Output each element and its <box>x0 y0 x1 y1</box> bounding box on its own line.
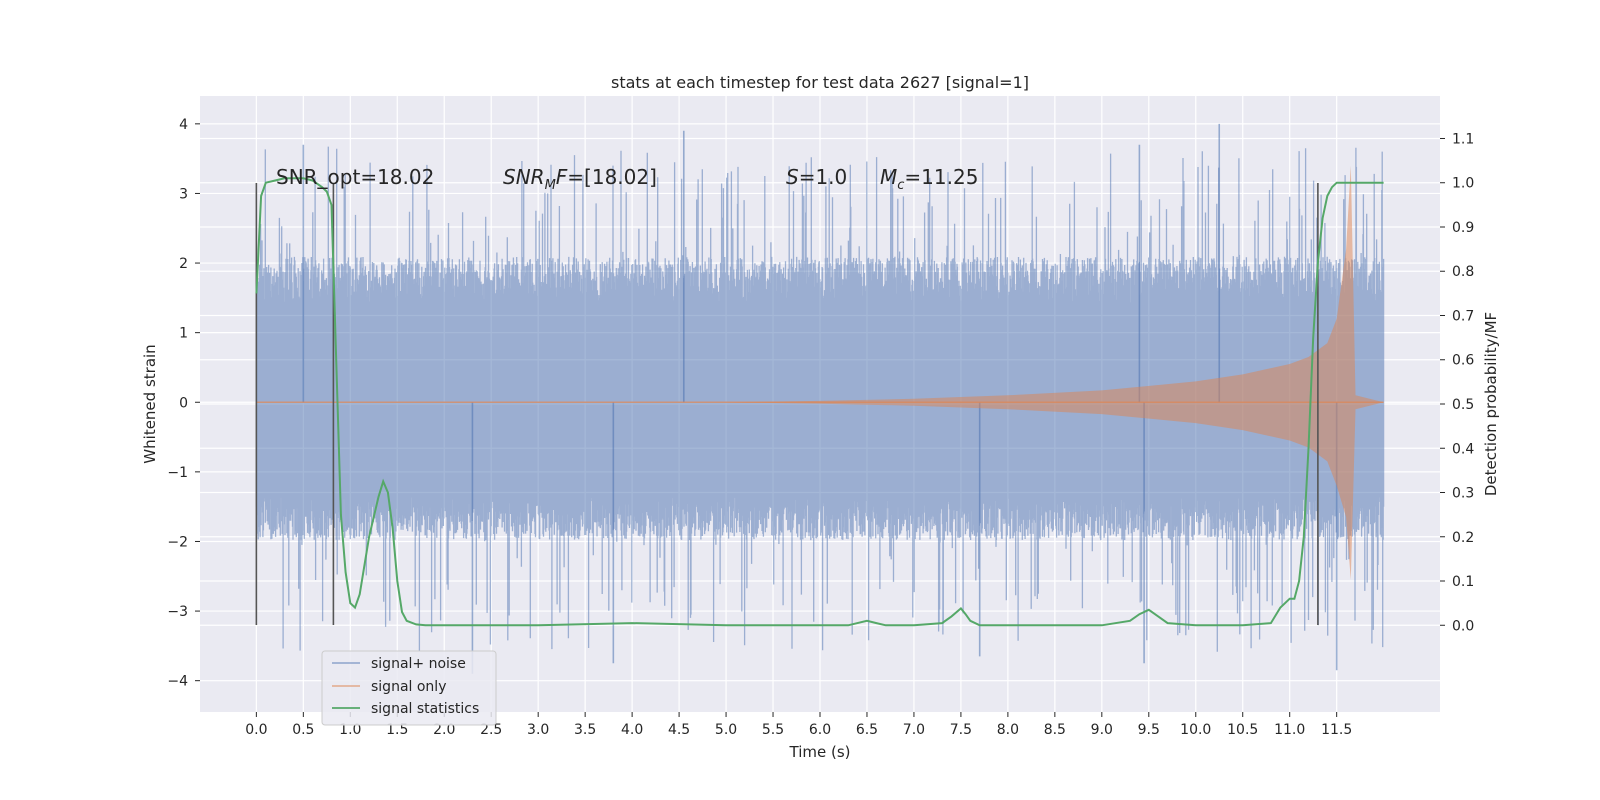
legend-label-signal-noise: signal+ noise <box>371 656 466 672</box>
annotations: SNR_opt=18.02 SNRMF=[18.02] S=1.0 Mc=11.… <box>276 165 978 193</box>
x-tick-label: 2.0 <box>433 722 455 738</box>
x-tick-label: 4.0 <box>621 722 643 738</box>
x-tick-label: 11.0 <box>1274 722 1305 738</box>
y-axis-label: Whitened strain <box>141 344 159 463</box>
y2-tick-label: 0.7 <box>1452 308 1474 324</box>
x-tick-label: 6.0 <box>809 722 831 738</box>
x-tick-label: 9.5 <box>1138 722 1160 738</box>
x-tick-label: 3.5 <box>574 722 596 738</box>
x-tick-label: 0.0 <box>245 722 267 738</box>
x-tick-label: 8.0 <box>997 722 1019 738</box>
series-signal-only <box>256 165 1384 580</box>
y2-axis-label: Detection probability/MF <box>1482 312 1500 496</box>
annotation-snr-mf: SNRMF=[18.02] <box>503 165 657 193</box>
x-tick-label: 4.5 <box>668 722 690 738</box>
x-tick-label: 6.5 <box>856 722 878 738</box>
y-tick-label: 0 <box>179 395 188 411</box>
y-axis-ticks: −4 −3 −2 −1 0 1 2 3 4 <box>167 117 200 690</box>
y2-axis-ticks: 0.0 0.1 0.2 0.3 0.4 0.5 0.6 0.7 0.8 0.9 1.0 1.1 <box>1440 131 1474 634</box>
x-tick-label: 10.0 <box>1180 722 1211 738</box>
legend: signal+ noise signal only signal statist… <box>321 650 497 726</box>
x-tick-label: 9.0 <box>1091 722 1113 738</box>
y2-tick-label: 0.9 <box>1452 220 1474 236</box>
y-tick-label: −2 <box>167 534 188 550</box>
y-tick-label: 4 <box>179 117 188 133</box>
legend-box <box>321 650 497 726</box>
y2-tick-label: 0.3 <box>1452 486 1474 502</box>
y2-tick-label: 0.8 <box>1452 264 1474 280</box>
y-tick-label: 2 <box>179 256 188 272</box>
x-axis-ticks: 0.0 0.5 1.0 1.5 2.0 2.5 3.0 3.5 4.0 4.5 5.0 5.5 6.0 6… <box>245 712 1352 738</box>
signal-statistics-line <box>255 177 1384 627</box>
y2-tick-label: 1.1 <box>1452 131 1474 147</box>
y-tick-label: 3 <box>179 186 188 202</box>
x-tick-label: 5.0 <box>715 722 737 738</box>
y-tick-label: −4 <box>167 674 188 690</box>
chart-title: stats at each timestep for test data 262… <box>611 73 1029 92</box>
x-tick-label: 5.5 <box>762 722 784 738</box>
y2-tick-label: 0.5 <box>1452 397 1474 413</box>
x-tick-label: 1.5 <box>386 722 408 738</box>
x-tick-label: 1.0 <box>339 722 361 738</box>
y2-tick-label: 0.0 <box>1452 618 1474 634</box>
x-tick-label: 10.5 <box>1227 722 1258 738</box>
y2-tick-label: 1.0 <box>1452 176 1474 192</box>
y2-tick-label: 0.4 <box>1452 441 1474 457</box>
annotation-mc: Mc=11.25 <box>880 165 978 193</box>
y-tick-label: 1 <box>179 326 188 342</box>
legend-label-signal-statistics: signal statistics <box>371 701 479 717</box>
y2-tick-label: 0.1 <box>1452 574 1474 590</box>
x-tick-label: 7.0 <box>903 722 925 738</box>
annotation-s: S=1.0 <box>786 165 847 189</box>
x-tick-label: 0.5 <box>292 722 314 738</box>
annotation-snr-opt: SNR_opt=18.02 <box>276 165 434 189</box>
y2-tick-label: 0.2 <box>1452 530 1474 546</box>
x-tick-label: 7.5 <box>950 722 972 738</box>
x-tick-label: 2.5 <box>480 722 502 738</box>
x-axis-label: Time (s) <box>789 743 851 761</box>
x-tick-label: 3.0 <box>527 722 549 738</box>
x-tick-label: 11.5 <box>1321 722 1352 738</box>
y-tick-label: −1 <box>167 465 188 481</box>
legend-label-signal-only: signal only <box>371 679 446 695</box>
y2-tick-label: 0.6 <box>1452 353 1474 369</box>
series-signal-statistics <box>255 177 1384 627</box>
x-tick-label: 8.5 <box>1044 722 1066 738</box>
y-tick-label: −3 <box>167 604 188 620</box>
